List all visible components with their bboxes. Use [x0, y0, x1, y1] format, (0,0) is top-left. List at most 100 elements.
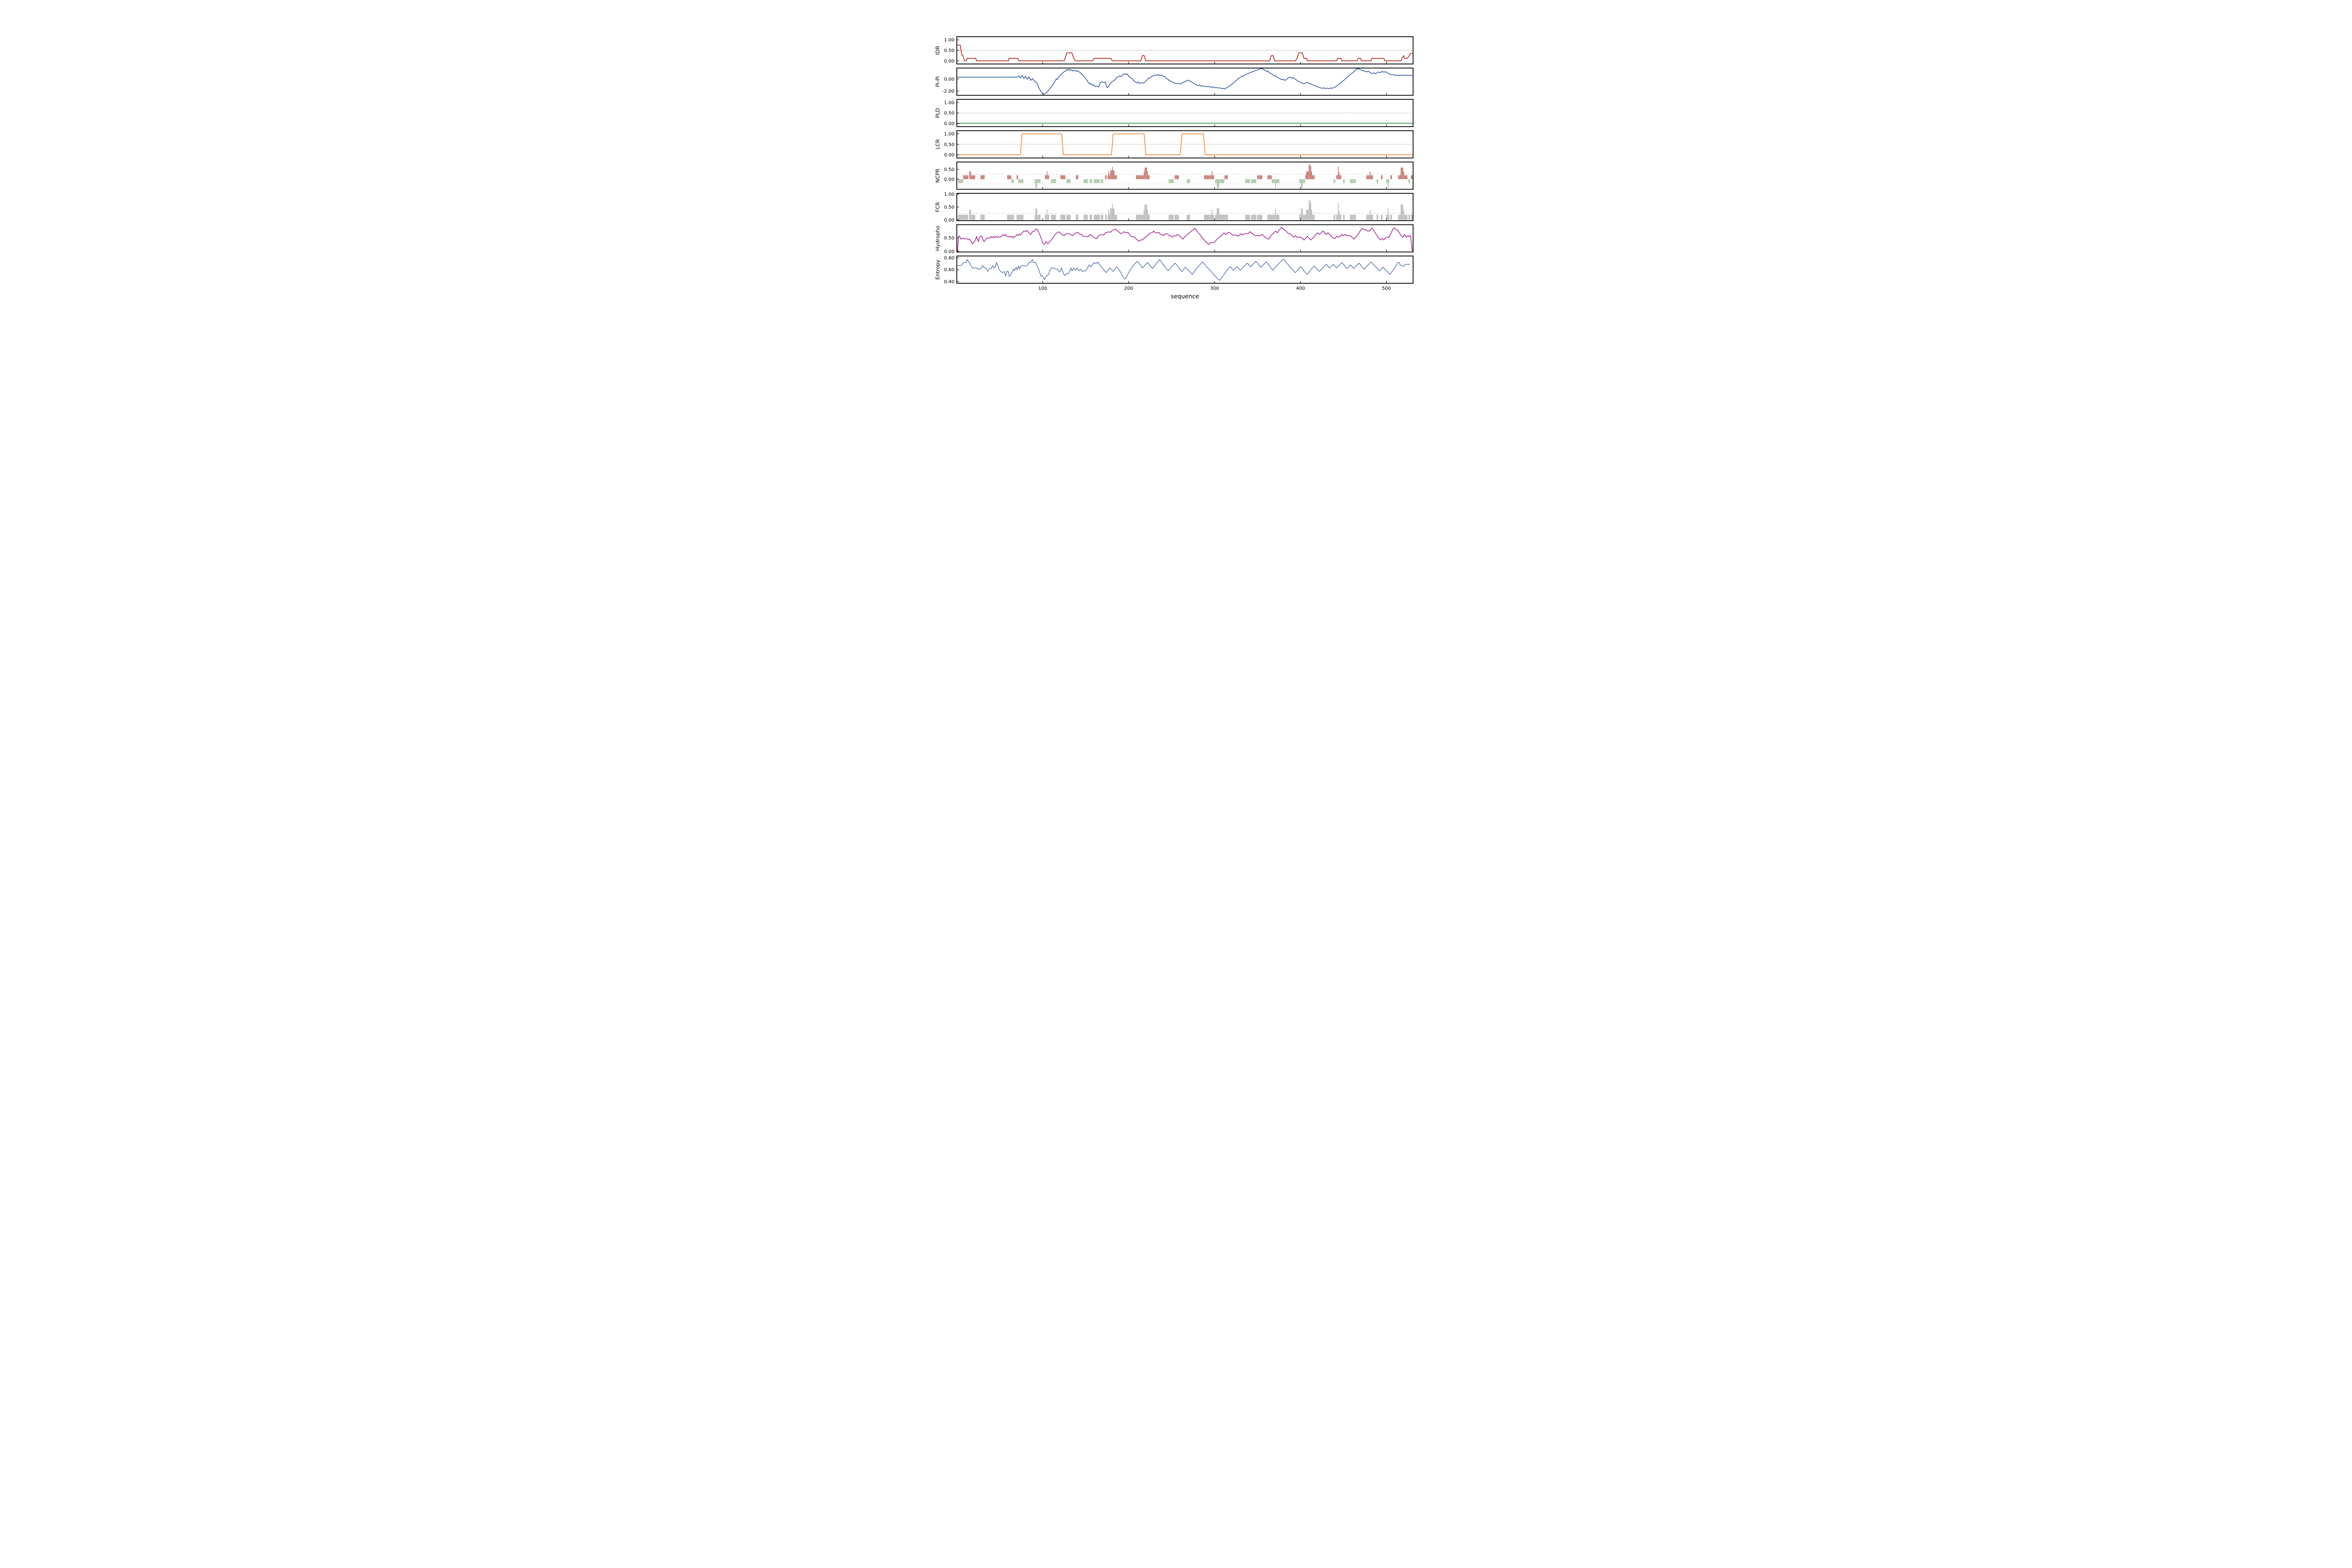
fcr-bar: [1303, 215, 1304, 220]
fcr-bar: [1277, 215, 1278, 220]
fcr-bar: [1116, 215, 1117, 220]
fcr-bar: [1311, 209, 1312, 220]
ncpr-bar: [1017, 175, 1018, 179]
fcr-bar: [970, 209, 971, 220]
ncpr-bar: [1091, 179, 1092, 183]
ncpr-bar: [1098, 179, 1099, 183]
fcr-bar: [1223, 215, 1224, 220]
y-tick-label: 0.40: [944, 279, 954, 285]
ncpr-bar: [1010, 175, 1011, 179]
fcr-bar: [1226, 215, 1227, 220]
ncpr-bar: [1408, 179, 1409, 183]
y-axis-label-idr: IDR: [935, 46, 941, 55]
fcr-bar: [1215, 215, 1216, 220]
fcr-bar: [1171, 215, 1172, 220]
fcr-bar: [1178, 215, 1179, 220]
fcr-bar: [1220, 215, 1221, 220]
fcr-bar: [1312, 215, 1313, 220]
ncpr-bar: [1306, 171, 1307, 179]
ncpr-bar: [1249, 179, 1250, 183]
ncpr-bar: [1308, 171, 1309, 179]
y-tick-label: 0.00: [944, 121, 954, 127]
fcr-bar: [1403, 209, 1404, 220]
ncpr-bar: [1139, 175, 1140, 179]
ncpr-bar: [965, 175, 966, 179]
ncpr-bar: [1409, 179, 1410, 183]
fcr-bar: [1099, 215, 1100, 220]
hydropho-line: [957, 227, 1413, 252]
ncpr-bar: [1045, 175, 1046, 179]
fcr-bar: [1258, 215, 1259, 220]
ncpr-bar: [958, 179, 959, 183]
y-tick-label: 0.50: [944, 111, 954, 116]
fcr-bar: [1094, 215, 1095, 220]
y-axis-label-fcr: FCR: [935, 202, 941, 212]
fcr-bar: [1245, 215, 1246, 220]
panel-data: [957, 45, 1413, 62]
fcr-bar: [1367, 215, 1368, 220]
x-tick-label: 500: [1382, 286, 1391, 291]
fcr-bar: [1007, 215, 1008, 220]
ncpr-bar: [964, 175, 965, 179]
fcr-bar: [1097, 215, 1098, 220]
panel-background: [957, 224, 1413, 252]
fcr-bar: [1377, 215, 1378, 220]
fcr-bar: [1249, 215, 1250, 220]
y-tick-label: 1.00: [944, 38, 954, 43]
fcr-bar: [1144, 204, 1145, 220]
fcr-bar: [1068, 215, 1069, 220]
y-tick-label: 1.00: [944, 192, 954, 197]
x-tick-label: 100: [1038, 286, 1047, 291]
fcr-bar: [1248, 215, 1249, 220]
fcr-bar: [1227, 215, 1228, 220]
fcr-bar: [1412, 215, 1413, 220]
fcr-bar: [1404, 215, 1405, 220]
ncpr-bar: [1258, 175, 1259, 179]
ncpr-bar: [1173, 179, 1174, 183]
fcr-bar: [1409, 215, 1410, 220]
ncpr-bar: [1208, 175, 1209, 179]
ncpr-bar: [1268, 175, 1269, 179]
x-tick-label: 200: [1124, 286, 1133, 291]
fcr-bar: [1219, 215, 1220, 220]
y-tick-label: 1.00: [944, 100, 954, 105]
ncpr-bar: [1037, 179, 1038, 183]
ncpr-bar: [1055, 179, 1056, 183]
ncpr-bar: [1386, 179, 1387, 183]
fcr-bar: [1269, 215, 1270, 220]
ncpr-bar: [1115, 175, 1116, 179]
panel-background: [957, 256, 1413, 284]
y-tick-label: 1.00: [944, 132, 954, 137]
fcr-bar: [959, 215, 960, 220]
ncpr-bar: [1116, 175, 1117, 179]
fcr-bar: [1091, 215, 1092, 220]
ncpr-bar: [1336, 175, 1337, 179]
fcr-bar: [1143, 215, 1144, 220]
ncpr-bar: [1224, 175, 1225, 179]
ncpr-bar: [1252, 179, 1253, 183]
fcr-bar: [1010, 215, 1011, 220]
fcr-bar: [1148, 215, 1149, 220]
panel-frame: [956, 161, 1414, 190]
ncpr-bar: [1247, 179, 1248, 183]
y-axis-label-ncpr: NCPR: [935, 168, 941, 183]
fcr-bar: [1276, 215, 1277, 220]
panel-background: [957, 37, 1413, 64]
ncpr-bar: [1367, 175, 1368, 179]
ncpr-bar: [1040, 179, 1041, 183]
idr-line: [957, 45, 1413, 62]
ncpr-bar: [1301, 179, 1302, 188]
ncpr-bar: [1067, 179, 1068, 183]
fcr-bar: [1013, 215, 1014, 220]
pi-pi-line: [957, 68, 1413, 95]
fcr-bar: [1222, 215, 1223, 220]
fcr-bar: [1020, 215, 1021, 220]
ncpr-bar: [1246, 179, 1247, 183]
fcr-bar: [983, 215, 984, 220]
ncpr-bar: [1302, 179, 1303, 188]
fcr-bar: [1300, 215, 1301, 220]
fcr-bar: [1055, 215, 1056, 220]
